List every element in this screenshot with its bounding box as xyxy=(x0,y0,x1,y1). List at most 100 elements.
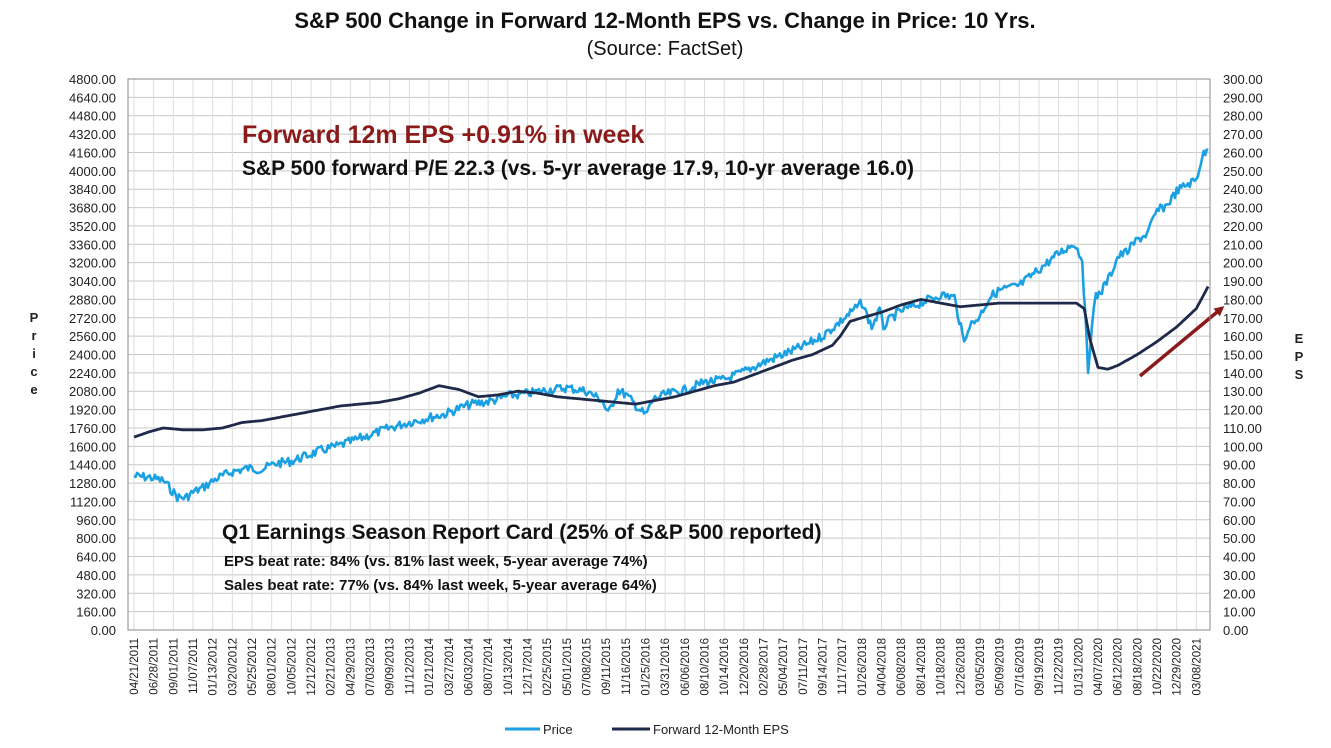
left-axis-label-char: P xyxy=(30,310,39,325)
chart-title: S&P 500 Change in Forward 12-Month EPS v… xyxy=(294,8,1035,33)
price-series-line xyxy=(133,148,1209,503)
right-tick-label: 290.00 xyxy=(1223,90,1263,105)
right-tick-label: 40.00 xyxy=(1223,550,1256,565)
x-tick-label: 09/09/2013 xyxy=(385,638,397,696)
right-tick-label: 60.00 xyxy=(1223,513,1256,528)
right-axis-ticks: 0.00 10.00 20.00 30.00 40.00 50.00 60.00 70.00 8… xyxy=(1223,72,1263,638)
eps-beat-rate: EPS beat rate: 84% (vs. 81% last week, 5… xyxy=(224,553,648,570)
x-tick-label: 11/22/2019 xyxy=(1054,638,1066,695)
x-tick-label: 07/03/2013 xyxy=(365,638,377,696)
x-tick-label: 11/16/2015 xyxy=(621,638,633,695)
x-tick-label: 02/28/2017 xyxy=(759,638,771,696)
left-axis-label-char: e xyxy=(30,382,37,397)
right-tick-label: 180.00 xyxy=(1223,292,1263,307)
x-tick-label: 05/09/2019 xyxy=(995,638,1007,696)
left-tick-label: 480.00 xyxy=(76,568,116,583)
left-tick-label: 4000.00 xyxy=(69,164,116,179)
x-tick-label: 03/20/2012 xyxy=(227,638,239,696)
left-tick-label: 3520.00 xyxy=(69,219,116,234)
left-tick-label: 2560.00 xyxy=(69,329,116,344)
x-tick-label: 12/26/2018 xyxy=(955,638,967,696)
x-tick-label: 05/01/2015 xyxy=(562,638,574,696)
right-tick-label: 130.00 xyxy=(1223,384,1263,399)
right-axis-label: EPS xyxy=(1295,331,1304,382)
x-tick-label: 06/06/2016 xyxy=(680,638,692,696)
right-tick-label: 190.00 xyxy=(1223,274,1263,289)
left-tick-label: 4640.00 xyxy=(69,90,116,105)
legend-price-label: Price xyxy=(543,722,573,737)
left-tick-label: 2080.00 xyxy=(69,384,116,399)
eps-series-line xyxy=(133,285,1210,439)
right-tick-label: 120.00 xyxy=(1223,403,1263,418)
right-tick-label: 250.00 xyxy=(1223,164,1263,179)
left-tick-label: 160.00 xyxy=(76,605,116,620)
left-tick-label: 4480.00 xyxy=(69,109,116,124)
right-tick-label: 210.00 xyxy=(1223,237,1263,252)
right-tick-label: 270.00 xyxy=(1223,127,1263,142)
right-axis-label-char: S xyxy=(1295,367,1304,382)
right-tick-label: 110.00 xyxy=(1223,421,1262,436)
x-tick-label: 11/17/2017 xyxy=(837,638,849,695)
x-tick-label: 11/12/2013 xyxy=(404,638,416,695)
x-tick-label: 06/12/2020 xyxy=(1113,638,1125,696)
x-tick-label: 09/14/2017 xyxy=(818,638,830,696)
x-tick-label: 10/13/2014 xyxy=(503,637,515,695)
right-tick-label: 50.00 xyxy=(1223,531,1256,546)
x-tick-label: 05/25/2012 xyxy=(247,638,259,696)
left-axis-label-char: i xyxy=(32,346,36,361)
x-axis-ticks: 04/21/2011 06/28/2011 09/01/2011 11/07/2011… xyxy=(129,637,1203,695)
left-tick-label: 800.00 xyxy=(76,531,116,546)
x-tick-label: 10/14/2016 xyxy=(719,638,731,696)
right-tick-label: 30.00 xyxy=(1223,568,1256,583)
legend: Price Forward 12-Month EPS xyxy=(505,722,789,737)
x-tick-label: 12/12/2012 xyxy=(306,638,318,696)
x-tick-label: 02/21/2013 xyxy=(326,638,338,696)
x-tick-label: 04/21/2011 xyxy=(129,638,141,695)
x-tick-label: 06/08/2018 xyxy=(896,638,908,696)
left-tick-label: 2400.00 xyxy=(69,348,116,363)
left-tick-label: 1760.00 xyxy=(69,421,116,436)
legend-eps-label: Forward 12-Month EPS xyxy=(653,722,789,737)
chart-subtitle: (Source: FactSet) xyxy=(587,38,744,60)
x-tick-label: 11/07/2011 xyxy=(188,638,200,694)
sales-beat-rate: Sales beat rate: 77% (vs. 84% last week,… xyxy=(224,577,657,594)
right-tick-label: 260.00 xyxy=(1223,145,1263,160)
left-tick-label: 3040.00 xyxy=(69,274,116,289)
left-tick-label: 1120.00 xyxy=(70,494,116,509)
right-tick-label: 200.00 xyxy=(1223,256,1263,271)
left-tick-label: 4800.00 xyxy=(69,72,116,87)
x-tick-label: 07/08/2015 xyxy=(581,638,593,696)
x-tick-label: 08/01/2012 xyxy=(267,638,279,696)
x-tick-label: 06/28/2011 xyxy=(149,638,161,695)
x-tick-label: 12/29/2020 xyxy=(1172,638,1184,696)
left-axis-ticks: 0.00 160.00 320.00 480.00 640.00 800.00 960.00… xyxy=(69,72,116,638)
x-tick-label: 04/29/2013 xyxy=(345,638,357,696)
right-tick-label: 70.00 xyxy=(1223,494,1256,509)
x-tick-label: 07/11/2017 xyxy=(798,638,810,695)
left-tick-label: 3680.00 xyxy=(69,201,116,216)
x-tick-label: 03/31/2016 xyxy=(660,638,672,696)
x-tick-label: 01/21/2014 xyxy=(424,637,436,695)
x-tick-label: 10/18/2018 xyxy=(936,638,948,696)
x-tick-label: 03/27/2014 xyxy=(444,637,456,695)
left-tick-label: 640.00 xyxy=(76,550,116,565)
right-tick-label: 90.00 xyxy=(1223,458,1256,473)
eps-week-annotation: Forward 12m EPS +0.91% in week xyxy=(242,121,644,149)
x-tick-label: 05/04/2017 xyxy=(778,638,790,696)
x-tick-label: 03/08/2021 xyxy=(1191,638,1203,696)
left-tick-label: 2240.00 xyxy=(69,366,116,381)
left-tick-label: 4320.00 xyxy=(69,127,116,142)
right-tick-label: 280.00 xyxy=(1223,109,1263,124)
left-tick-label: 3200.00 xyxy=(69,256,116,271)
x-tick-label: 08/18/2020 xyxy=(1132,638,1144,696)
forward-pe-annotation: S&P 500 forward P/E 22.3 (vs. 5-yr avera… xyxy=(242,157,914,180)
right-tick-label: 20.00 xyxy=(1223,586,1256,601)
left-tick-label: 2720.00 xyxy=(69,311,116,326)
right-tick-label: 80.00 xyxy=(1223,476,1256,491)
trend-arrow xyxy=(1138,306,1225,378)
left-tick-label: 3360.00 xyxy=(69,237,116,252)
x-tick-label: 02/25/2015 xyxy=(542,638,554,696)
right-tick-label: 230.00 xyxy=(1223,201,1263,216)
x-tick-label: 09/11/2015 xyxy=(601,638,613,695)
